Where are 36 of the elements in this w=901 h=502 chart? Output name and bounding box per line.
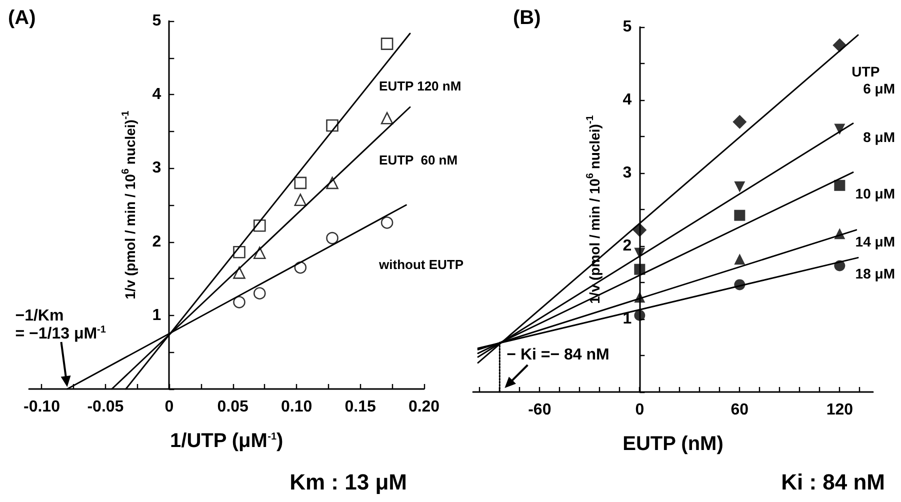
series-label: 8 μM bbox=[863, 129, 895, 146]
x-tick-label: 0 bbox=[635, 402, 644, 418]
x-tick-label: -60 bbox=[528, 402, 552, 418]
y-tick-label: 4 bbox=[622, 92, 632, 108]
text: without EUTP bbox=[378, 257, 464, 272]
y-axis-title: 1/v (pmol / min / 106 nuclei)-1 bbox=[120, 110, 138, 300]
chart-title: (A) bbox=[8, 7, 36, 29]
y-tick-label: 2 bbox=[152, 233, 162, 250]
series-label: 14 μM bbox=[855, 234, 895, 250]
x-axis-title: EUTP (nM) bbox=[622, 433, 724, 455]
text: EUTP 60 nM bbox=[379, 152, 458, 168]
x-tick-label: -0.05 bbox=[87, 398, 124, 416]
y-tick-label: 3 bbox=[622, 164, 632, 182]
y-tick-label: 5 bbox=[622, 18, 632, 36]
x-tick-label: 0.15 bbox=[344, 398, 376, 416]
y-tick-label: 3 bbox=[152, 160, 162, 177]
text: Ki : 84 nM bbox=[781, 470, 885, 494]
x-tick-label: -0.10 bbox=[24, 398, 60, 416]
y-tick-label: 2 bbox=[622, 238, 632, 254]
legend-title: UTP bbox=[852, 63, 880, 80]
series-label: 10 μM bbox=[855, 185, 895, 202]
y-tick-label: 5 bbox=[152, 12, 162, 30]
x-tick-label: 0.10 bbox=[281, 398, 312, 416]
x-tick-label: 60 bbox=[730, 402, 749, 418]
series-label: 18 μM bbox=[855, 266, 895, 282]
chart-title: (B) bbox=[513, 7, 541, 29]
text: Km : 13 μM bbox=[290, 470, 407, 494]
text: 6 μM bbox=[863, 80, 895, 96]
x-tick-label: 0.05 bbox=[217, 398, 249, 416]
y-tick-label: 1 bbox=[152, 306, 162, 324]
x-tick-label: 120 bbox=[826, 402, 854, 418]
annotation: − Ki =− 84 nM bbox=[506, 346, 610, 364]
y-tick-label: 4 bbox=[152, 86, 162, 104]
text: EUTP 120 nM bbox=[379, 78, 462, 94]
x-tick-label: 0 bbox=[164, 398, 174, 416]
x-tick-label: 0.20 bbox=[408, 398, 440, 416]
